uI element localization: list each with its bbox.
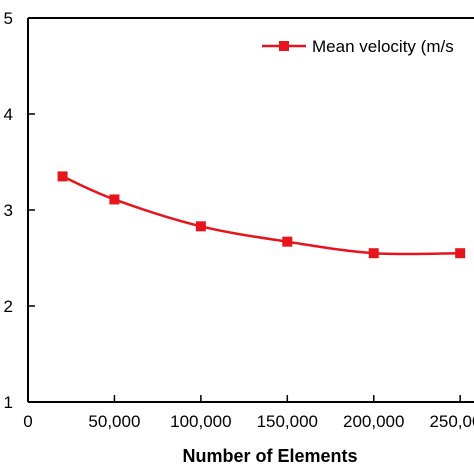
x-tick-label: 150,000 [257, 412, 318, 431]
data-point-marker [195, 221, 206, 232]
data-point-marker [368, 248, 379, 259]
series-layer [57, 171, 466, 259]
y-tick-label: 1 [4, 393, 13, 412]
y-tick-label: 5 [4, 9, 13, 28]
data-point-marker [282, 236, 293, 247]
y-tick-label: 4 [4, 105, 13, 124]
x-tick-label: 0 [23, 412, 32, 431]
x-tick-label: 200,000 [343, 412, 404, 431]
x-tick-label: 100,000 [170, 412, 231, 431]
y-tick-label: 3 [4, 201, 13, 220]
x-tick-label: 50,000 [88, 412, 140, 431]
x-axis-ticks: 0 50,000 100,000 150,000 200,000 250,000 [23, 395, 474, 431]
legend-marker [279, 41, 289, 51]
plot-area [27, 17, 474, 403]
x-tick-label: 250,000 [429, 412, 474, 431]
data-point-marker [57, 171, 68, 182]
series-line [62, 175, 461, 256]
x-axis-title: Number of Elements [182, 446, 357, 466]
legend: Mean velocity (m/s [262, 37, 454, 56]
data-point-marker [109, 194, 120, 205]
data-point-marker [455, 248, 466, 259]
y-axis-ticks: 1 2 3 4 5 [4, 9, 35, 412]
legend-label: Mean velocity (m/s [312, 37, 454, 56]
y-tick-label: 2 [4, 297, 13, 316]
